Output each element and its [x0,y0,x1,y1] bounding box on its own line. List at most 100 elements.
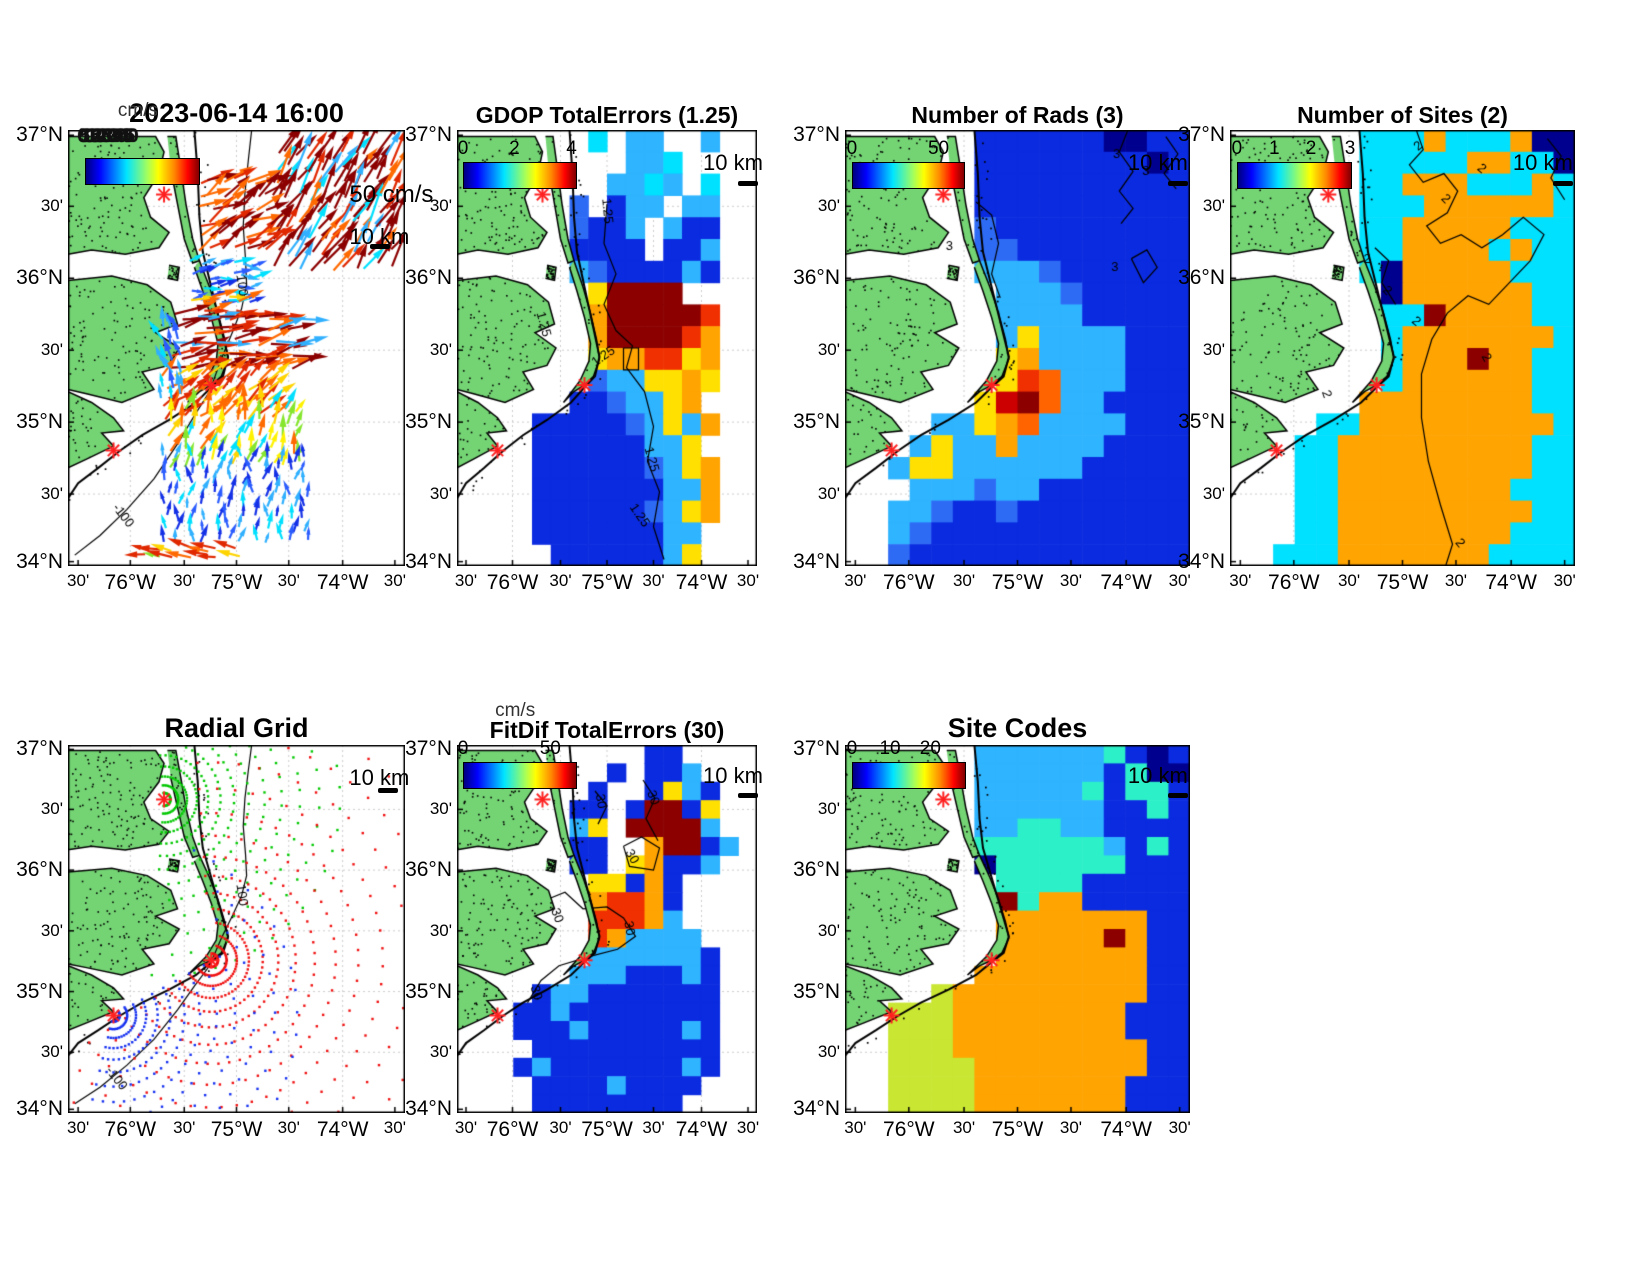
y-axis-label: 30' [429,920,452,940]
x-axis-label: 76°W [104,1118,157,1141]
y-axis-label: 30' [1202,340,1225,360]
y-axis-label: 30' [817,1042,840,1062]
panel-title: GDOP TotalErrors (1.25) [475,102,739,128]
y-axis-label: 30' [40,1042,63,1062]
scale-label: 10 km [1127,149,1188,175]
panel-title: Radial Grid [164,713,309,743]
y-axis-label: 30' [40,340,63,360]
colorbar-tick: 20 [919,737,941,759]
colorbar-tick: 2 [1305,137,1317,159]
x-axis-label: 75°W [1376,571,1429,594]
x-axis-label: 30' [277,571,300,590]
colorbar-tick: 0 [846,137,858,159]
x-axis-label: 76°W [486,571,539,594]
panel-fitdif-total-errors: FitDif TotalErrors (30) cm/s 10 km 37°N 3… [405,700,763,1141]
y-axis-label: 34°N [405,549,452,573]
colorbar-tick: 4 [566,137,577,159]
scale-label: 10 km [349,764,410,790]
y-axis-label: 36°N [16,858,63,882]
ref-vector-label: 50 cm/s [349,181,434,209]
map-canvas [457,130,757,566]
y-axis-label: 37°N [405,123,452,147]
panel-title: Site Codes [947,713,1088,743]
colorbar [463,761,577,789]
cm-s-label: cm/s [117,99,158,121]
colorbar-tick: 2 [509,137,520,159]
y-axis-label: 30' [40,484,63,504]
panel-radial-grid: Radial Grid 10 km 37°N 30' 36°N 30' 35°N 30' 3… [16,713,409,1141]
y-axis-label: 37°N [793,123,840,147]
y-axis-label: 30' [429,340,452,360]
y-axis-label: 34°N [793,549,840,573]
x-axis-label: 76°W [883,571,935,594]
colorbar-tick: 50 [927,137,950,159]
x-axis-label: 76°W [486,1118,539,1141]
colorbar-tick: 50 [539,737,561,759]
x-axis-label: 75°W [210,1118,263,1141]
y-axis-label: 36°N [793,266,840,290]
x-axis-label: 76°W [883,1118,935,1141]
scale-bar [737,792,758,798]
panel-title: Number of Sites (2) [1297,102,1508,128]
x-axis-label: 30' [1168,571,1191,590]
y-axis-label: 30' [429,1042,452,1062]
x-axis-label: 30' [173,1118,196,1137]
y-axis-label: 30' [817,484,840,504]
y-axis-label: 30' [1202,484,1225,504]
y-axis-label: 36°N [16,266,63,290]
colorbar-tick: 10 [879,737,901,759]
x-axis-label: 75°W [991,571,1044,594]
x-axis-label: 30' [642,1118,665,1137]
y-axis-label: 34°N [16,549,63,573]
y-axis-label: 37°N [16,737,63,761]
panel-gdop-total-errors: GDOP TotalErrors (1.25) 10 km 37°N 30' 36°… [405,102,763,594]
x-axis-label: 74°W [316,1118,369,1141]
y-axis-label: 36°N [793,858,840,882]
scale-bar [737,181,758,187]
x-axis-label: 30' [642,571,665,590]
x-axis-label: 74°W [316,571,369,594]
colorbar-tick: 0 [846,737,858,759]
x-axis-label: 76°W [1268,571,1320,594]
scale-bar [1167,792,1188,798]
x-axis-label: 75°W [581,571,633,594]
map-canvas [845,745,1190,1113]
y-axis-label: 30' [817,340,840,360]
y-axis-label: 30' [40,799,63,819]
panel-number-of-rads: Number of Rads (3) 10 km 37°N 30' 36°N 30' 3… [793,102,1191,594]
colorbar-tick: 0 [1231,137,1243,159]
y-axis-label: 35°N [16,979,63,1003]
y-axis-label: 30' [40,196,63,216]
y-axis-label: 37°N [405,737,452,761]
map-canvas [1230,130,1575,566]
y-axis-label: 30' [40,920,63,940]
x-axis-label: 74°W [1100,571,1152,594]
y-axis-label: 35°N [793,410,840,434]
x-axis-label: 30' [549,1118,572,1137]
panel-title: 2023-06-14 16:00 [129,98,344,128]
y-axis-label: 30' [817,920,840,940]
x-axis-label: 30' [1168,1118,1191,1137]
colorbar [851,161,965,189]
x-axis-label: 30' [736,1118,760,1137]
y-axis-label: 34°N [405,1097,452,1121]
x-axis-label: 30' [952,571,976,590]
scale-label: 10 km [703,149,763,175]
panel-surface-currents: 2023-06-14 16:00 cm/s 0 5 10 15 20 25 30… [16,98,433,594]
colorbar [84,157,200,186]
x-axis-label: 30' [952,1118,976,1137]
x-axis-label: 30' [1337,571,1361,590]
x-axis-label: 30' [549,571,572,590]
y-axis-label: 30' [429,799,452,819]
y-axis-label: 34°N [793,1097,840,1121]
panel-title: FitDif TotalErrors (30) [489,717,725,743]
x-axis-label: 30' [383,1118,406,1137]
x-axis-label: 30' [383,571,406,590]
x-axis-label: 30' [67,1118,90,1137]
x-axis-label: 76°W [104,571,157,594]
x-axis-label: 30' [1059,571,1083,590]
colorbar [463,161,577,189]
map-canvas [68,130,405,566]
x-axis-label: 30' [844,1118,867,1137]
x-axis-label: 30' [1444,571,1468,590]
